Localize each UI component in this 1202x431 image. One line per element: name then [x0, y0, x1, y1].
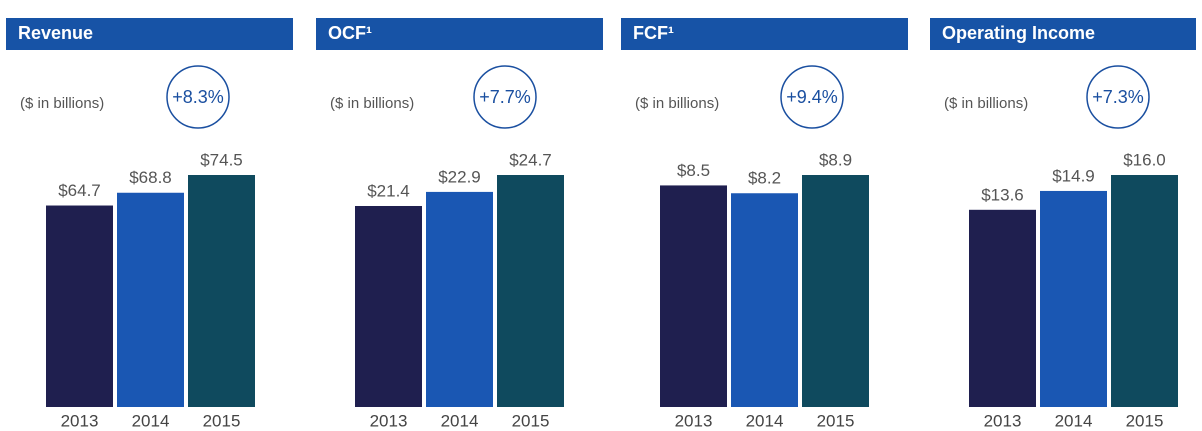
category-label: 2014 — [746, 411, 784, 430]
value-label: $8.9 — [819, 150, 852, 169]
growth-circle — [780, 65, 844, 129]
value-label: $8.5 — [677, 161, 710, 180]
growth-label: +8.3% — [172, 87, 224, 107]
panel-title: Operating Income — [942, 23, 1095, 43]
value-label: $22.9 — [438, 167, 481, 186]
bar — [46, 205, 113, 407]
growth-label: +7.7% — [479, 87, 531, 107]
header-bar — [930, 18, 1196, 50]
category-label: 2015 — [203, 411, 241, 430]
growth-label: +9.4% — [786, 87, 838, 107]
bar — [802, 175, 869, 407]
category-label: 2013 — [370, 411, 408, 430]
value-label: $74.5 — [200, 150, 243, 169]
header-bar — [316, 18, 603, 50]
category-label: 2013 — [61, 411, 99, 430]
category-label: 2014 — [441, 411, 479, 430]
value-label: $14.9 — [1052, 166, 1095, 185]
value-label: $16.0 — [1123, 150, 1166, 169]
bar — [355, 205, 422, 407]
growth-circle — [1086, 65, 1150, 129]
category-label: 2015 — [817, 411, 855, 430]
value-label: $8.2 — [748, 169, 781, 188]
bar — [731, 193, 798, 407]
value-label: $21.4 — [367, 181, 410, 200]
bar — [969, 209, 1036, 407]
panel-title: Revenue — [18, 23, 93, 43]
growth-circle — [473, 65, 537, 129]
bar — [188, 175, 255, 407]
value-label: $13.6 — [981, 185, 1024, 204]
growth-circle — [166, 65, 230, 129]
bar — [1111, 175, 1178, 407]
category-label: 2013 — [984, 411, 1022, 430]
category-label: 2014 — [132, 411, 170, 430]
subtitle: ($ in billions) — [330, 95, 414, 112]
subtitle: ($ in billions) — [20, 95, 104, 112]
value-label: $68.8 — [129, 168, 172, 187]
category-label: 2014 — [1055, 411, 1093, 430]
bar — [497, 175, 564, 407]
subtitle: ($ in billions) — [635, 95, 719, 112]
bar — [117, 192, 184, 407]
subtitle: ($ in billions) — [944, 95, 1028, 112]
value-label: $64.7 — [58, 181, 101, 200]
value-label: $24.7 — [509, 150, 552, 169]
category-label: 2013 — [675, 411, 713, 430]
panel-title: OCF¹ — [328, 23, 372, 43]
category-label: 2015 — [512, 411, 550, 430]
bar — [1040, 190, 1107, 407]
header-bar — [621, 18, 908, 50]
category-label: 2015 — [1126, 411, 1164, 430]
growth-label: +7.3% — [1092, 87, 1144, 107]
header-bar — [6, 18, 293, 50]
bar — [426, 191, 493, 407]
panel-title: FCF¹ — [633, 23, 674, 43]
bar — [660, 185, 727, 407]
